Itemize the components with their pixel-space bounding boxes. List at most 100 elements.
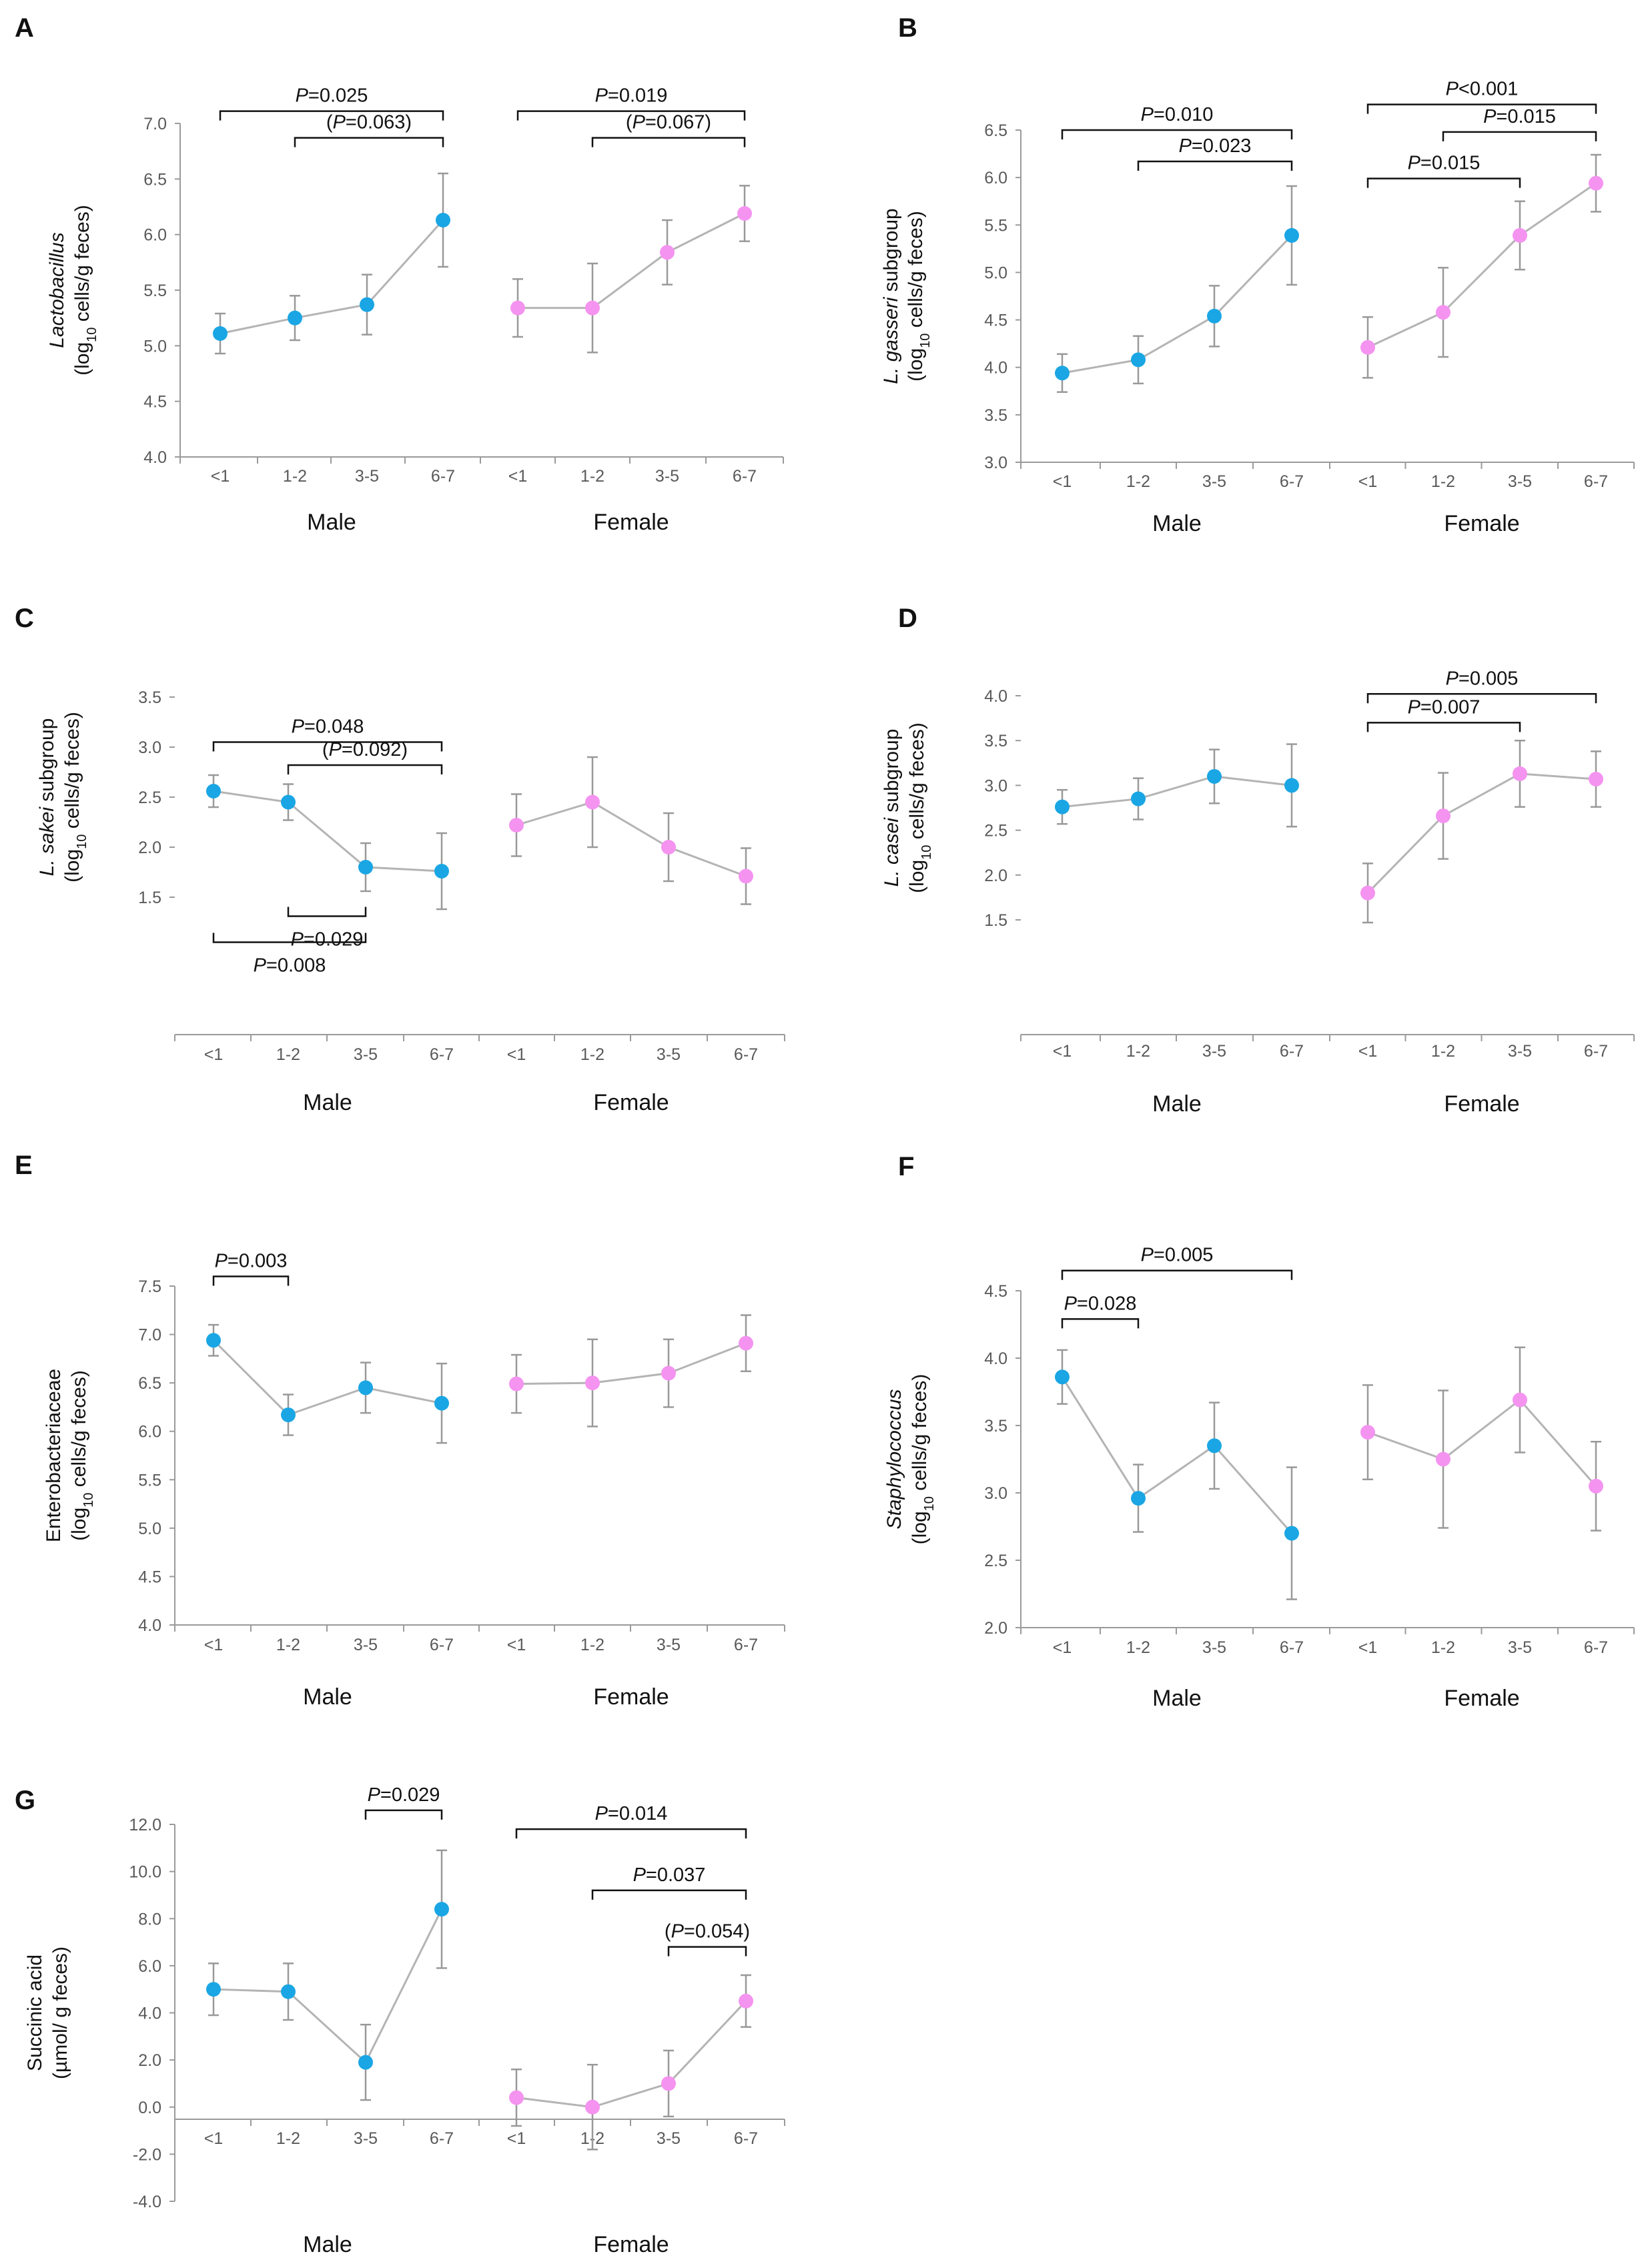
- panel-f: F 2.0 2.5 3.0 3.5 4.0 4.5 <1 1-2 3-5 6-7 Male <1 1-2 3…: [883, 1152, 1635, 1711]
- data-point-female: [660, 245, 675, 260]
- p-value-text: =0.025: [308, 85, 368, 107]
- p-value-text: =0.048: [304, 716, 364, 738]
- y-tick-label: 2.0: [138, 2051, 161, 2070]
- group-label: Female: [593, 510, 669, 535]
- series-line-female: [516, 1342, 747, 1385]
- x-tick-label: <1: [204, 1636, 224, 1654]
- x-tick-label: 3-5: [655, 467, 679, 486]
- y-tick-label: 2.5: [138, 788, 161, 807]
- data-point-female: [1436, 808, 1451, 824]
- x-tick-label: 1-2: [1126, 1042, 1150, 1061]
- data-point-male: [281, 794, 296, 810]
- panel-a: A 4.0 4.5 5.0 5.5 6.0 6.5 7.0 <1 1-2 3-5 6-7 Male <1 1…: [15, 13, 784, 535]
- data-point-female: [509, 1376, 524, 1391]
- y-axis-label-part: 10: [75, 834, 89, 849]
- x-tick-label: 1-2: [276, 2129, 300, 2148]
- group-label: Female: [593, 2232, 669, 2257]
- data-point-male: [360, 297, 374, 312]
- data-point-male: [358, 2055, 373, 2070]
- p-value-text: =0.063: [346, 112, 406, 133]
- p-value-label: P=0.029: [368, 1784, 440, 1806]
- p-value-text: =0.054: [684, 1921, 744, 1942]
- data-point-female: [1589, 175, 1603, 191]
- group-label: Male: [307, 510, 356, 535]
- x-tick-label: 6-7: [734, 2129, 758, 2148]
- p-value-label: P=0.019: [595, 85, 668, 107]
- x-tick-label: 1-2: [1126, 1638, 1150, 1657]
- series-line-female: [516, 2000, 747, 2109]
- y-axis-label-part: (log: [68, 1508, 90, 1541]
- data-point-male: [1131, 352, 1146, 368]
- p-value-label: P=0.010: [1141, 104, 1214, 125]
- data-point-male: [434, 1395, 449, 1411]
- panel-e: E 4.0 4.5 5.0 5.5 6.0 6.5 7.0 7.5 <1 1-2 3-5 6-7 Male…: [15, 1151, 785, 1710]
- p-value-label: P=0.015: [1483, 106, 1556, 127]
- x-tick-label: 6-7: [430, 1045, 454, 1064]
- y-tick-label: 6.0: [138, 1957, 161, 1976]
- series-line-male: [220, 219, 444, 335]
- x-tick-label: 6-7: [1584, 1042, 1608, 1061]
- x-tick-label: 1-2: [580, 467, 604, 486]
- x-tick-label: 1-2: [1431, 472, 1455, 491]
- significance-bracket: [212, 1275, 290, 1286]
- x-tick-label: 6-7: [734, 1045, 758, 1064]
- group-label: Female: [593, 1684, 669, 1710]
- p-value-label: P=0.005: [1141, 1245, 1214, 1266]
- y-axis-label-part: cells/g feces): [61, 712, 83, 834]
- y-tick-label: 7.0: [143, 115, 167, 133]
- series-line-male: [1061, 1376, 1293, 1534]
- x-tick-label: 6-7: [1584, 1638, 1608, 1657]
- p-value-text: =0.005: [1459, 668, 1519, 689]
- p-value-label: P=0.048: [292, 716, 364, 738]
- y-axis-label-part: cells/g feces): [906, 722, 928, 844]
- data-point-male: [1207, 1438, 1222, 1454]
- data-point-male: [213, 326, 228, 341]
- p-value-label: P=0.015: [1408, 153, 1481, 174]
- data-point-male: [206, 784, 221, 798]
- significance-bracket: [287, 764, 443, 774]
- x-tick-label: 6-7: [430, 1636, 454, 1654]
- p-value-text: =0.092: [342, 739, 402, 760]
- y-axis-label: (log10 cells/g feces): [905, 211, 933, 382]
- y-axis-label-part: subgroup: [36, 718, 58, 807]
- y-tick-label: 3.5: [984, 1417, 1007, 1436]
- p-value-symbol: P: [368, 1784, 381, 1806]
- p-value-text: =0.029: [380, 1784, 440, 1806]
- y-tick-label: 2.0: [138, 838, 161, 857]
- x-tick-label: 3-5: [1202, 472, 1226, 491]
- p-value-label: P=0.028: [1064, 1293, 1137, 1314]
- group-label: Male: [303, 2232, 352, 2257]
- y-axis-label-part: cells/g feces): [905, 211, 927, 333]
- p-value-symbol: P: [595, 85, 608, 107]
- panel-letter: A: [15, 13, 34, 43]
- x-tick-label: 3-5: [1202, 1042, 1226, 1061]
- x-tick-label: <1: [1053, 472, 1072, 491]
- p-value-label: P=0.025: [296, 85, 368, 107]
- y-tick-label: 6.0: [984, 169, 1007, 187]
- y-tick-label: 5.5: [984, 216, 1007, 235]
- y-tick-label: 5.0: [138, 1520, 161, 1538]
- p-value-symbol: P: [671, 1921, 685, 1942]
- data-point-female: [737, 206, 752, 221]
- significance-bracket: [212, 741, 443, 752]
- x-tick-label: 1-2: [1431, 1638, 1455, 1657]
- data-point-female: [1589, 1478, 1603, 1494]
- x-tick-label: 1-2: [283, 467, 307, 486]
- p-value-symbol: P: [1446, 79, 1459, 100]
- x-tick-label: 3-5: [657, 1636, 681, 1654]
- x-tick-label: 6-7: [1280, 472, 1304, 491]
- data-point-male: [1055, 1369, 1070, 1385]
- p-value-symbol: P: [1141, 1245, 1154, 1266]
- p-value-label: P=0.008: [254, 955, 326, 977]
- series-line-male: [213, 1908, 443, 2065]
- data-point-male: [434, 864, 449, 879]
- x-tick-label: 3-5: [1508, 1042, 1532, 1061]
- y-tick-label: 1.5: [138, 889, 161, 907]
- significance-bracket: [1442, 131, 1597, 141]
- y-tick-label: 3.0: [984, 1484, 1007, 1503]
- data-point-female: [585, 300, 600, 316]
- significance-bracket: [364, 1809, 443, 1820]
- p-value-text: =0.014: [608, 1803, 668, 1824]
- y-axis-label: Staphylococcus: [883, 1389, 905, 1529]
- series-line-male: [212, 1339, 442, 1416]
